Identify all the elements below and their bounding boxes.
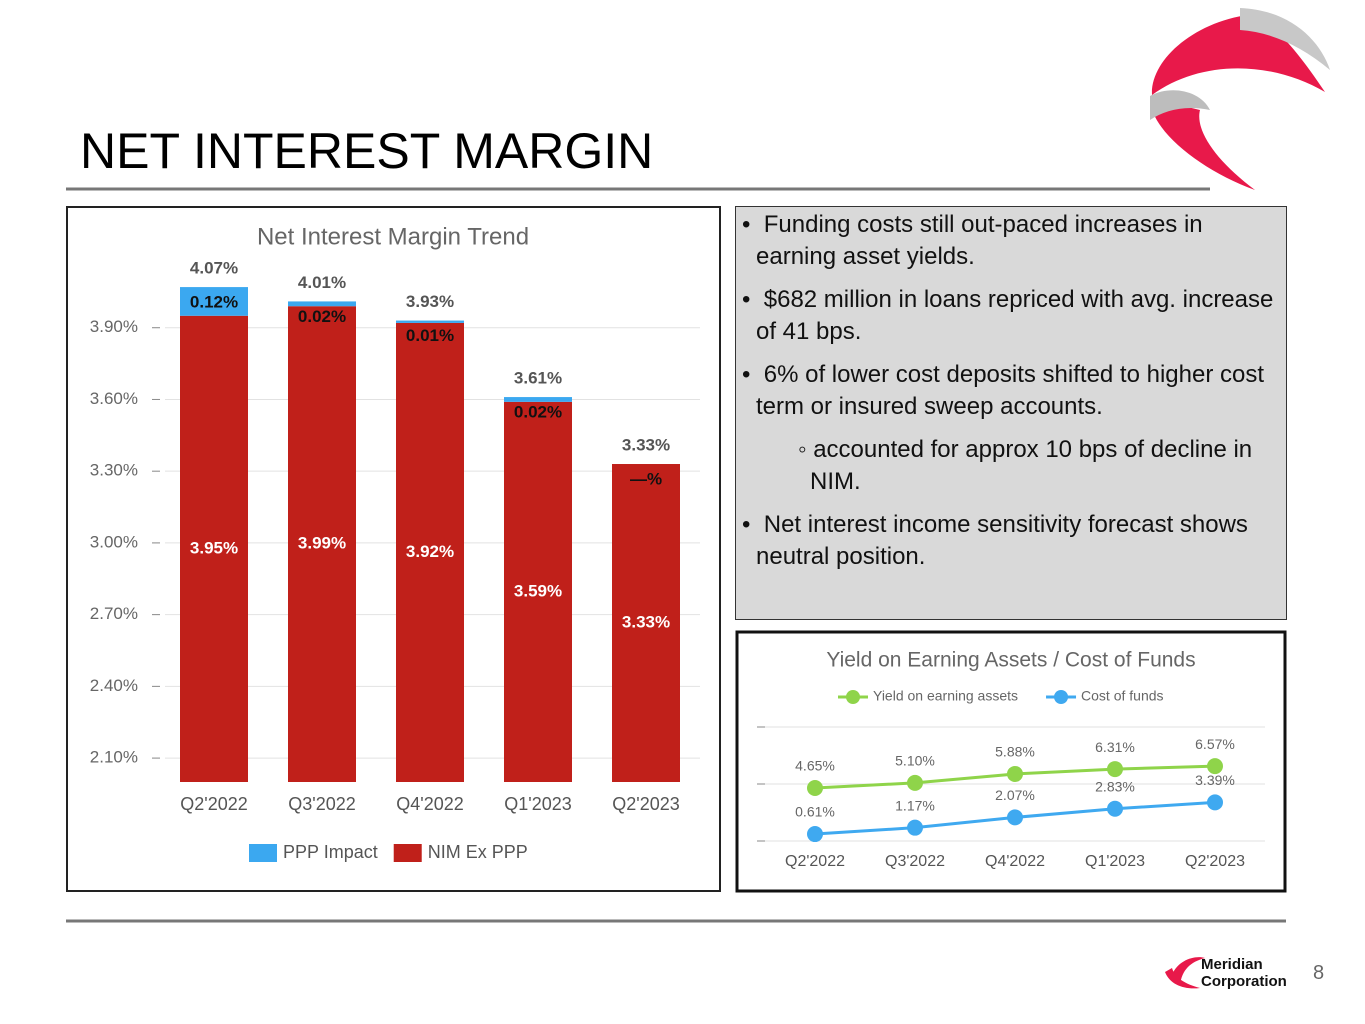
legend-swatch [249, 844, 277, 862]
bar-segment [504, 401, 572, 782]
total-label: 3.33% [622, 435, 670, 454]
y-tick-label: 3.60% [90, 389, 138, 408]
y-tick-label: 3.00% [90, 532, 138, 551]
bullet: Funding costs still out-paced increases … [742, 209, 1280, 273]
data-label: 1.17% [895, 797, 935, 813]
bar-segment [396, 320, 464, 323]
bullet: 6% of lower cost deposits shifted to hig… [742, 359, 1280, 423]
data-label: 0.61% [795, 804, 835, 820]
chart-title: Net Interest Margin Trend [257, 223, 529, 250]
text-box: Funding costs still out-paced increases … [735, 206, 1287, 620]
chart-title: Yield on Earning Assets / Cost of Funds [826, 649, 1195, 672]
data-label: 3.33% [622, 612, 670, 631]
x-tick-label: Q3'2022 [288, 794, 356, 814]
data-label: 4.65% [795, 758, 835, 774]
bullet: $682 million in loans repriced with avg.… [742, 284, 1280, 348]
bar-segment [288, 301, 356, 307]
data-label: 3.39% [1195, 772, 1235, 788]
x-tick-label: Q1'2023 [1085, 853, 1145, 870]
company-line: Corporation [1201, 973, 1287, 990]
y-tick-label: 3.30% [90, 461, 138, 480]
bar-segment [288, 306, 356, 782]
data-label: 5.10% [895, 753, 935, 769]
data-label: —% [630, 469, 662, 488]
bullet: Net interest income sensitivity forecast… [742, 509, 1280, 573]
data-label: 6.31% [1095, 739, 1135, 755]
data-point [807, 779, 823, 796]
page-number: 8 [1313, 962, 1325, 984]
data-label: 0.12% [190, 293, 238, 312]
bar-segment [612, 464, 680, 782]
data-label: 2.07% [995, 787, 1035, 803]
legend-swatch [393, 844, 422, 862]
company-line: Meridian [1201, 956, 1263, 973]
bar-segment [504, 397, 572, 402]
data-label: 2.83% [1095, 778, 1135, 794]
data-label: 3.99% [298, 534, 346, 553]
data-point [1207, 758, 1223, 775]
total-label: 4.01% [298, 273, 346, 292]
data-point [1107, 761, 1123, 778]
y-tick-label: 2.40% [90, 676, 138, 695]
legend-label: Yield on earning assets [873, 688, 1018, 704]
data-point [907, 819, 923, 836]
x-tick-label: Q4'2022 [396, 794, 464, 814]
x-tick-label: Q3'2022 [885, 853, 945, 870]
data-label: 5.88% [995, 744, 1035, 760]
data-point [1107, 800, 1123, 817]
total-label: 3.61% [514, 369, 562, 388]
data-label: 0.02% [298, 307, 346, 326]
total-label: 3.93% [406, 292, 454, 311]
data-point [1207, 794, 1223, 811]
legend-marker [846, 690, 860, 704]
data-point [1007, 809, 1023, 826]
data-point [807, 826, 823, 843]
legend-label: Cost of funds [1081, 688, 1164, 704]
x-tick-label: Q4'2022 [985, 853, 1045, 870]
data-label: 6.57% [1195, 736, 1235, 752]
y-tick-label: 3.90% [90, 317, 138, 336]
data-label: 3.59% [514, 581, 562, 600]
x-tick-label: Q2'2022 [785, 853, 845, 870]
data-point [1007, 765, 1023, 782]
logo [1150, 8, 1330, 989]
bar-chart-frame [66, 206, 721, 892]
x-tick-label: Q2'2022 [180, 794, 248, 814]
y-tick-label: 2.70% [90, 604, 138, 623]
legend-label: NIM Ex PPP [428, 842, 528, 862]
data-label: 3.92% [406, 542, 454, 561]
y-tick-label: 2.10% [90, 748, 138, 767]
x-tick-label: Q2'2023 [612, 794, 680, 814]
legend-marker [1054, 690, 1069, 704]
legend-label: PPP Impact [283, 842, 378, 862]
slide-title: NET INTEREST MARGIN [80, 123, 654, 179]
data-label: 3.95% [190, 538, 238, 557]
bar-segment [396, 322, 464, 782]
total-label: 4.07% [190, 259, 238, 278]
data-label: 0.02% [514, 403, 562, 422]
bar-segment [180, 287, 248, 316]
sub-bullet: accounted for approx 10 bps of decline i… [798, 434, 1280, 498]
data-point [907, 774, 923, 791]
company-name: Meridian Corporation [1201, 956, 1287, 990]
x-tick-label: Q1'2023 [504, 794, 572, 814]
data-label: 0.01% [406, 326, 454, 345]
line-chart-frame [735, 630, 1287, 893]
bar-segment [180, 315, 248, 782]
x-tick-label: Q2'2023 [1185, 853, 1245, 870]
